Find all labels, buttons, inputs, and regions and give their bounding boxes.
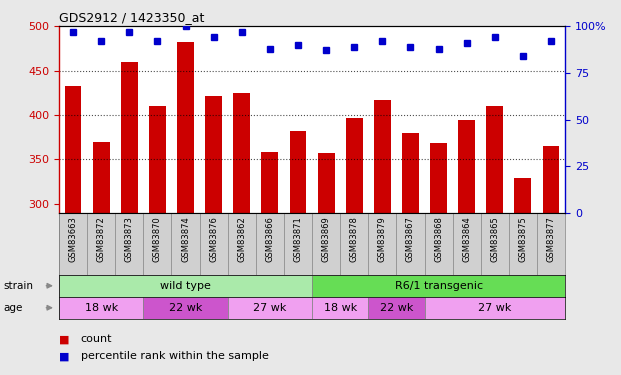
Text: GSM83663: GSM83663 bbox=[68, 216, 78, 262]
Text: GSM83873: GSM83873 bbox=[125, 216, 134, 262]
Bar bbox=[318, 153, 335, 213]
Text: GSM83878: GSM83878 bbox=[350, 216, 359, 262]
Text: GSM83874: GSM83874 bbox=[181, 216, 190, 262]
Bar bbox=[261, 152, 278, 213]
Text: 27 wk: 27 wk bbox=[253, 303, 286, 313]
Text: 18 wk: 18 wk bbox=[324, 303, 357, 313]
Text: R6/1 transgenic: R6/1 transgenic bbox=[394, 281, 483, 291]
Text: 27 wk: 27 wk bbox=[478, 303, 512, 313]
Bar bbox=[514, 178, 532, 213]
Bar bbox=[65, 86, 81, 213]
Text: GSM83865: GSM83865 bbox=[491, 216, 499, 262]
Bar bbox=[486, 106, 503, 213]
Bar bbox=[228, 297, 312, 319]
Text: GSM83875: GSM83875 bbox=[519, 216, 527, 262]
Bar bbox=[368, 297, 425, 319]
Bar bbox=[59, 275, 312, 297]
Bar bbox=[59, 297, 143, 319]
Text: 18 wk: 18 wk bbox=[84, 303, 118, 313]
Bar bbox=[458, 120, 475, 213]
Text: GSM83868: GSM83868 bbox=[434, 216, 443, 262]
Bar bbox=[205, 96, 222, 213]
Bar bbox=[543, 146, 560, 213]
Bar bbox=[312, 297, 368, 319]
Text: GSM83866: GSM83866 bbox=[265, 216, 274, 262]
Bar bbox=[233, 93, 250, 213]
Bar bbox=[402, 133, 419, 213]
Text: 22 wk: 22 wk bbox=[379, 303, 413, 313]
Bar bbox=[143, 297, 228, 319]
Bar bbox=[374, 100, 391, 213]
Text: GSM83870: GSM83870 bbox=[153, 216, 162, 262]
Text: 22 wk: 22 wk bbox=[169, 303, 202, 313]
Text: GSM83877: GSM83877 bbox=[546, 216, 556, 262]
Bar bbox=[425, 297, 565, 319]
Text: GSM83871: GSM83871 bbox=[294, 216, 302, 262]
Text: GSM83879: GSM83879 bbox=[378, 216, 387, 262]
Bar bbox=[289, 131, 306, 213]
Text: wild type: wild type bbox=[160, 281, 211, 291]
Text: GSM83867: GSM83867 bbox=[406, 216, 415, 262]
Text: ■: ■ bbox=[59, 334, 70, 344]
Text: GSM83862: GSM83862 bbox=[237, 216, 247, 262]
Text: age: age bbox=[3, 303, 22, 313]
Bar bbox=[93, 142, 109, 213]
Text: GSM83869: GSM83869 bbox=[322, 216, 330, 262]
Bar bbox=[346, 118, 363, 213]
Bar bbox=[177, 42, 194, 213]
Bar bbox=[149, 106, 166, 213]
Text: strain: strain bbox=[3, 281, 33, 291]
Text: GSM83864: GSM83864 bbox=[462, 216, 471, 262]
Text: GDS2912 / 1423350_at: GDS2912 / 1423350_at bbox=[59, 11, 204, 24]
Bar bbox=[312, 275, 565, 297]
Bar bbox=[121, 62, 138, 213]
Text: count: count bbox=[81, 334, 112, 344]
Text: GSM83876: GSM83876 bbox=[209, 216, 218, 262]
Bar bbox=[430, 144, 447, 213]
Text: percentile rank within the sample: percentile rank within the sample bbox=[81, 351, 269, 361]
Text: GSM83872: GSM83872 bbox=[97, 216, 106, 262]
Text: ■: ■ bbox=[59, 351, 70, 361]
